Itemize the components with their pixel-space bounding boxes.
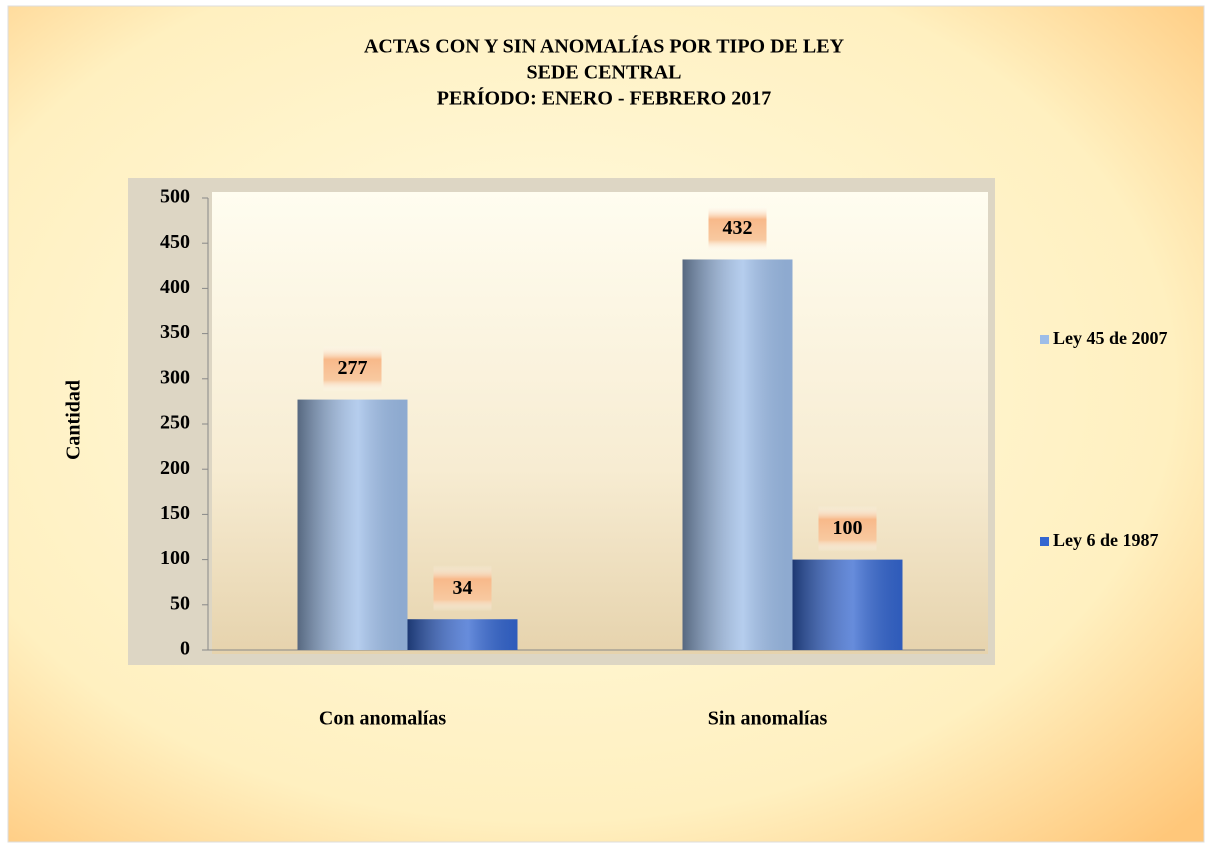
y-tick-label: 50 (170, 592, 190, 614)
y-tick-label: 350 (160, 321, 190, 343)
bar-shade (682, 259, 793, 650)
x-tick-label: Con anomalías (319, 708, 446, 730)
y-tick-label: 500 (160, 186, 190, 208)
chart-title: ACTAS CON Y SIN ANOMALÍAS POR TIPO DE LE… (364, 35, 845, 58)
value-label: 277 (338, 357, 368, 379)
x-tick-label: Sin anomalías (708, 708, 828, 730)
bar-shade (297, 399, 408, 650)
legend-swatch (1040, 537, 1049, 546)
value-label: 432 (723, 217, 753, 239)
legend-entry: Ley 6 de 1987 (1040, 530, 1190, 551)
value-label-bg (708, 205, 767, 252)
y-tick-label: 100 (160, 547, 190, 569)
value-label-bg (818, 505, 877, 552)
value-label-bg (323, 345, 382, 392)
y-tick-label: 250 (160, 412, 190, 434)
y-axis-label: Cantidad (63, 380, 85, 460)
chart-title: PERÍODO: ENERO - FEBRERO 2017 (437, 87, 771, 110)
bar-shade (407, 619, 518, 650)
y-tick-label: 450 (160, 231, 190, 253)
y-tick-label: 400 (160, 276, 190, 298)
y-tick-label: 300 (160, 366, 190, 388)
legend-swatch (1040, 335, 1049, 344)
legend-label: Ley 45 de 2007 (1053, 328, 1168, 348)
value-label: 100 (833, 517, 863, 539)
y-tick-label: 150 (160, 502, 190, 524)
chart-title: SEDE CENTRAL (526, 62, 681, 84)
y-tick-label: 200 (160, 457, 190, 479)
legend-label: Ley 6 de 1987 (1053, 530, 1159, 550)
bar-shade (792, 559, 903, 650)
legend-entry: Ley 45 de 2007 (1040, 328, 1190, 349)
value-label-bg (433, 565, 492, 612)
value-label: 34 (453, 577, 473, 599)
y-tick-label: 0 (180, 638, 190, 660)
